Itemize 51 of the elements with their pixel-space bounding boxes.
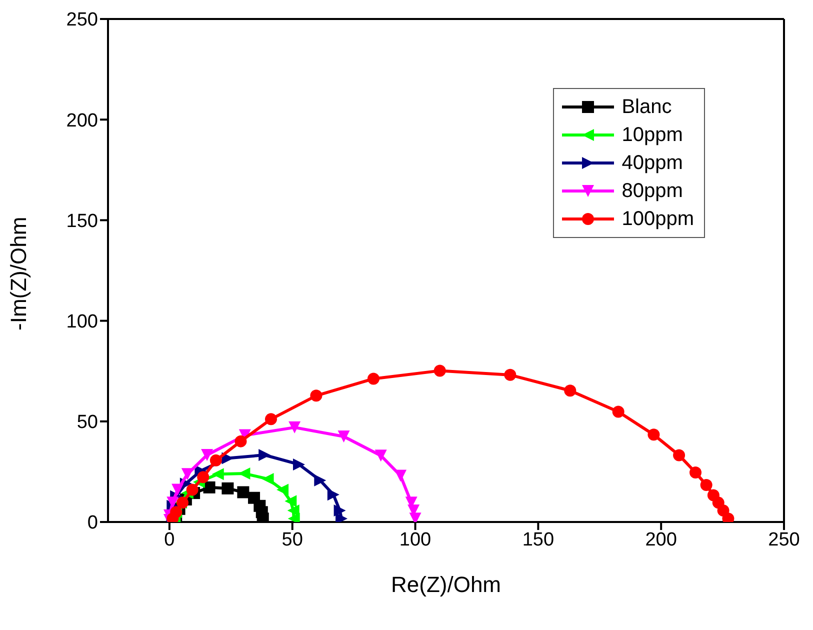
point <box>690 466 702 479</box>
point <box>327 488 340 501</box>
point <box>262 472 274 485</box>
x-tick-label: 200 <box>645 529 677 550</box>
point <box>186 484 198 496</box>
point <box>222 482 234 494</box>
legend-label: 80ppm <box>622 180 683 202</box>
point <box>314 474 326 486</box>
y-axis-title: -Im(Z)/Ohm <box>6 216 31 330</box>
legend-label: 10ppm <box>622 124 683 146</box>
y-tick-label: 200 <box>66 110 98 132</box>
x-axis-title: Re(Z)/Ohm <box>391 572 501 597</box>
point <box>648 428 660 441</box>
x-tick-label: 100 <box>399 529 432 550</box>
point <box>172 484 184 496</box>
point <box>234 435 247 448</box>
y-tick-label: 250 <box>66 10 98 31</box>
x-tick-label: 50 <box>282 529 303 550</box>
point <box>203 481 216 494</box>
point <box>264 413 277 426</box>
point <box>612 406 624 418</box>
point <box>564 384 576 397</box>
point <box>201 449 214 461</box>
y-tick-label: 150 <box>66 210 98 232</box>
point <box>434 364 446 377</box>
point <box>276 484 289 496</box>
point <box>700 478 712 491</box>
point <box>237 486 250 498</box>
point <box>504 368 516 381</box>
x-tick-label: 250 <box>768 529 800 550</box>
point <box>394 470 407 482</box>
point <box>210 454 222 466</box>
legend-label: 40ppm <box>622 152 683 174</box>
point <box>288 421 301 434</box>
point <box>673 449 686 462</box>
point <box>374 450 387 462</box>
point <box>310 390 322 402</box>
point <box>293 458 305 470</box>
point <box>338 430 350 442</box>
y-tick-label: 50 <box>76 412 98 434</box>
point <box>197 471 210 484</box>
legend-label: 100ppm <box>622 208 694 230</box>
x-tick-label: 150 <box>522 529 554 550</box>
point <box>284 495 297 508</box>
x-tick-label: 0 <box>164 529 175 550</box>
y-tick-label: 100 <box>66 312 98 333</box>
point <box>367 372 380 385</box>
point <box>212 468 224 480</box>
y-tick-label: 0 <box>87 512 98 534</box>
point <box>258 449 271 461</box>
legend-label: Blanc <box>622 96 672 118</box>
